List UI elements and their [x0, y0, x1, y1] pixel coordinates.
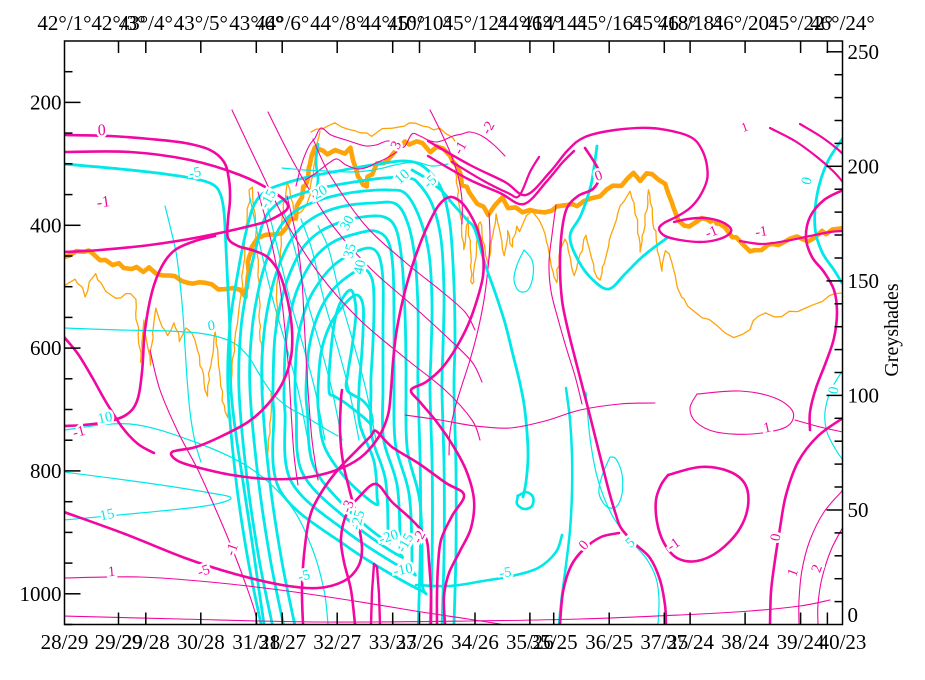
svg-text:33/27: 33/27 [369, 630, 417, 654]
svg-text:44°/8°: 44°/8° [310, 11, 364, 35]
svg-text:0: 0 [848, 603, 859, 627]
svg-text:45°/18°: 45°/18° [632, 11, 697, 35]
svg-text:10: 10 [96, 409, 114, 428]
svg-text:43°/4°: 43°/4° [119, 11, 173, 35]
svg-text:40/23: 40/23 [819, 630, 867, 654]
svg-text:800: 800 [30, 459, 62, 483]
svg-text:1: 1 [107, 564, 116, 581]
svg-text:44°/10°: 44°/10° [360, 11, 425, 35]
svg-text:46°/18°: 46°/18° [658, 11, 723, 35]
svg-text:38/24: 38/24 [721, 630, 769, 654]
svg-text:150: 150 [848, 269, 880, 293]
svg-text:46°/24°: 46°/24° [810, 11, 875, 35]
svg-text:42°/1°: 42°/1° [37, 11, 91, 35]
svg-text:400: 400 [30, 213, 62, 237]
svg-text:33/26: 33/26 [396, 630, 444, 654]
svg-text:29/28: 29/28 [122, 630, 170, 654]
svg-text:45°/10°: 45°/10° [387, 11, 452, 35]
svg-text:28/29: 28/29 [41, 630, 89, 654]
svg-text:100: 100 [848, 383, 880, 407]
svg-text:Greyshades: Greyshades [881, 283, 903, 377]
svg-text:37/24: 37/24 [666, 630, 714, 654]
svg-text:250: 250 [848, 40, 880, 64]
svg-text:600: 600 [30, 336, 62, 360]
svg-text:34/26: 34/26 [451, 630, 499, 654]
svg-text:44°/14°: 44°/14° [498, 11, 563, 35]
svg-text:45°/12°: 45°/12° [443, 11, 508, 35]
svg-text:-1: -1 [96, 193, 112, 212]
svg-text:36/25: 36/25 [585, 630, 633, 654]
svg-text:35/26: 35/26 [506, 630, 554, 654]
svg-text:39/24: 39/24 [777, 630, 825, 654]
svg-text:46°/20°: 46°/20° [713, 11, 778, 35]
svg-text:46°/14°: 46°/14° [521, 11, 586, 35]
svg-text:29/29: 29/29 [95, 630, 143, 654]
svg-text:40: 40 [351, 258, 370, 276]
svg-text:-5: -5 [498, 564, 512, 582]
svg-text:43°/6°: 43°/6° [229, 11, 283, 35]
svg-text:1000: 1000 [20, 582, 62, 606]
svg-text:31/27: 31/27 [258, 630, 306, 654]
svg-text:43°/5°: 43°/5° [174, 11, 228, 35]
svg-text:50: 50 [848, 498, 869, 522]
svg-text:44°/6°: 44°/6° [255, 11, 309, 35]
svg-text:37/25: 37/25 [640, 630, 688, 654]
svg-text:0: 0 [97, 122, 106, 139]
svg-text:35: 35 [341, 242, 360, 260]
svg-text:45°/16°: 45°/16° [577, 11, 642, 35]
svg-text:35/25: 35/25 [530, 630, 578, 654]
svg-text:32/27: 32/27 [313, 630, 361, 654]
svg-text:15: 15 [98, 506, 116, 525]
svg-text:-1: -1 [754, 223, 769, 241]
svg-text:42°/3°: 42°/3° [91, 11, 145, 35]
svg-text:30/28: 30/28 [177, 630, 225, 654]
svg-text:200: 200 [848, 154, 880, 178]
svg-text:45°/22°: 45°/22° [768, 11, 833, 35]
svg-text:31/28: 31/28 [232, 630, 280, 654]
svg-text:200: 200 [30, 90, 62, 114]
